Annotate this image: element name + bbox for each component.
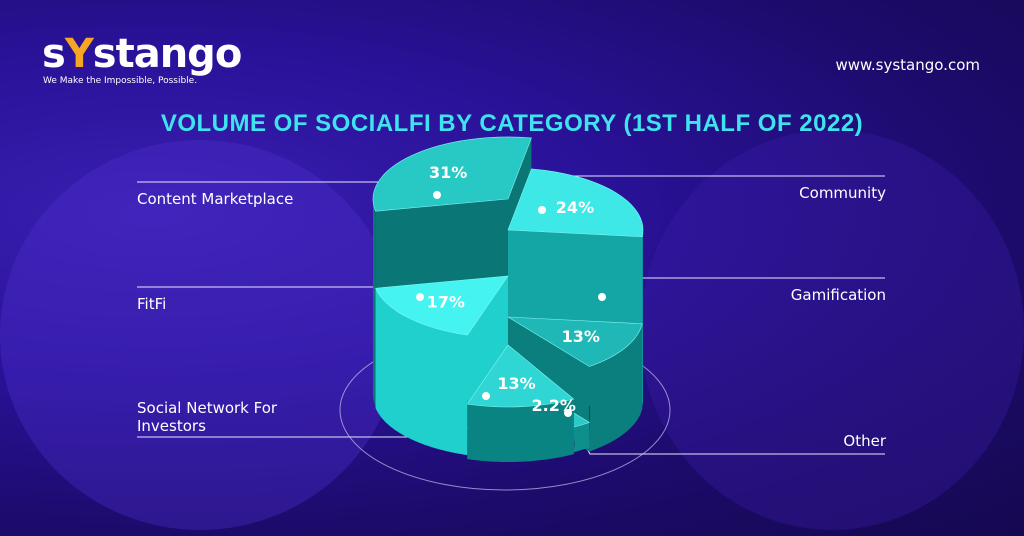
label-community: Community bbox=[799, 184, 886, 202]
slice-top-face bbox=[507, 168, 644, 238]
slice-outer-side bbox=[375, 288, 468, 456]
slice-outer-side bbox=[467, 399, 574, 462]
percent-label: 2.2% bbox=[532, 396, 576, 415]
percent-label: 24% bbox=[556, 198, 594, 217]
leader-dot bbox=[416, 293, 424, 301]
slice-outer-side bbox=[573, 422, 590, 453]
percent-label: 13% bbox=[562, 327, 600, 346]
leader-dot bbox=[564, 409, 572, 417]
label-content-marketplace: Content Marketplace bbox=[137, 190, 294, 208]
leader-dot bbox=[598, 293, 606, 301]
leader-dot bbox=[433, 191, 441, 199]
percent-label: 31% bbox=[429, 163, 467, 182]
slice-top-face bbox=[375, 275, 509, 336]
chart-title: VOLUME OF SOCIALFI BY CATEGORY (1ST HALF… bbox=[160, 110, 864, 137]
pie-slice-fitfi bbox=[375, 275, 509, 456]
slice-top-face bbox=[507, 316, 643, 367]
slice-outer-side bbox=[642, 230, 643, 407]
leader-dot bbox=[538, 206, 546, 214]
pie-slice-social-network-for-investors bbox=[466, 344, 575, 462]
label-other: Other bbox=[843, 432, 886, 450]
label-social-network-for-investors: Social Network For Investors bbox=[137, 399, 278, 435]
background-blob bbox=[640, 130, 1024, 530]
brand-tagline: We Make the Impossible, Possible. bbox=[43, 76, 198, 86]
slice-top-face bbox=[466, 344, 575, 408]
percent-label: 13% bbox=[497, 374, 535, 393]
leader-dot bbox=[482, 392, 490, 400]
website-url[interactable]: www.systango.com bbox=[835, 56, 980, 74]
brand-logo: sYstango bbox=[42, 31, 242, 77]
slice-top-face bbox=[372, 136, 532, 212]
background-blob bbox=[0, 140, 400, 530]
slice-outer-side bbox=[589, 323, 643, 452]
slice-outer-side bbox=[373, 199, 376, 407]
label-fitfi: FitFi bbox=[137, 295, 167, 313]
label-gamification: Gamification bbox=[790, 286, 886, 304]
percent-label: 17% bbox=[427, 293, 465, 312]
